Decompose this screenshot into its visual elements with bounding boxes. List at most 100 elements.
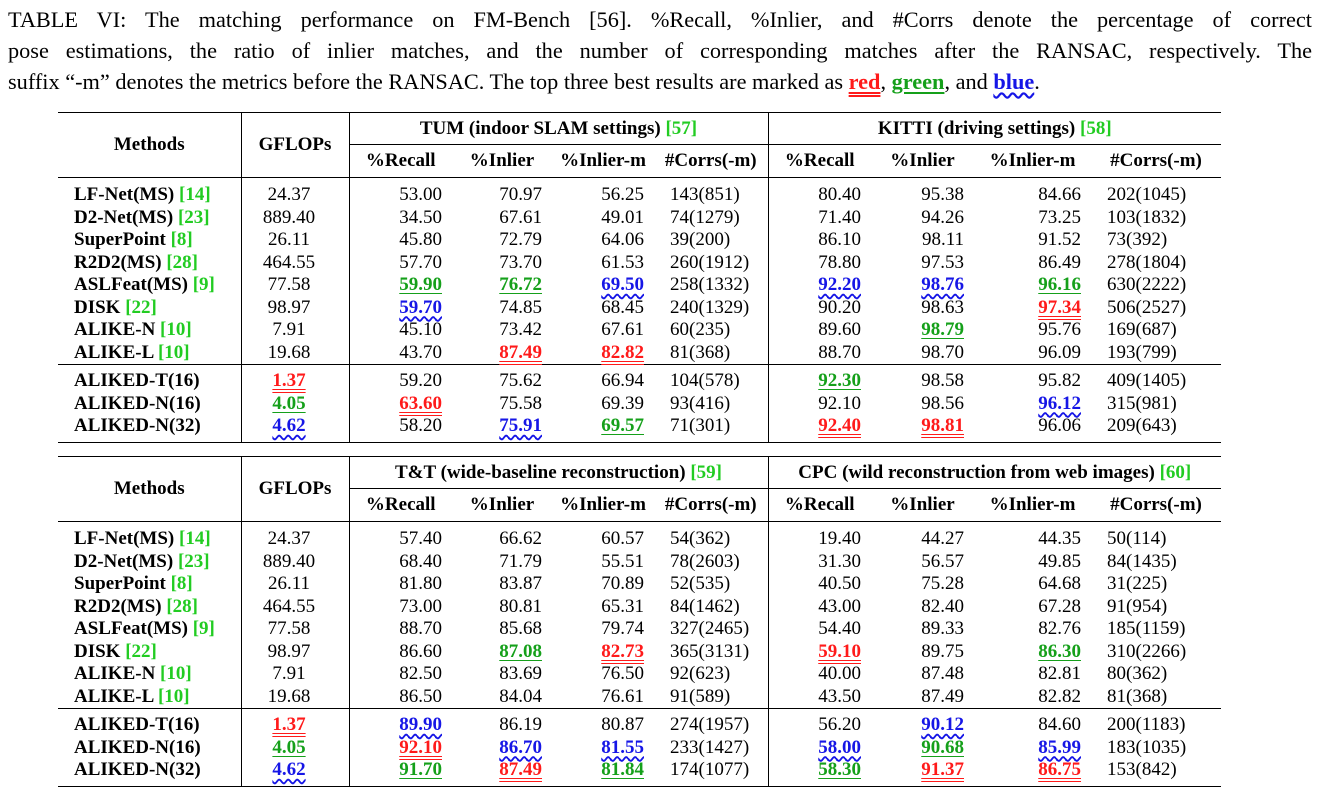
- metric-value: 92.20: [818, 274, 861, 296]
- metric-cell: 84.60: [974, 708, 1091, 737]
- gflops-value: 77.58: [267, 274, 311, 296]
- metric-cell: 44.27: [871, 522, 974, 551]
- table-row: ALIKE-L [10] 19.68 43.70 87.49 82.82 81(368) 8…: [58, 341, 1221, 365]
- metric-value: 95.82: [1038, 370, 1081, 392]
- table-row: SuperPoint [8] 26.11 45.80 72.79 64.06 39(200…: [58, 229, 1221, 252]
- metric-value: 67.61: [601, 319, 644, 341]
- metric-cell: 66.94: [552, 364, 654, 393]
- gflops-cell: 7.91: [240, 663, 349, 686]
- metric-value: 61.53: [601, 251, 644, 273]
- metric-value: 59.70: [399, 296, 442, 318]
- metric-cell: 98.63: [871, 297, 974, 320]
- method-cell: ALIKED-N(32): [58, 759, 241, 787]
- table-row: ALIKE-N [10] 7.91 45.10 73.42 67.61 60(235) 89…: [58, 319, 1221, 342]
- legend-blue-word: blue: [993, 69, 1035, 94]
- metric-value: 69.39: [601, 392, 644, 414]
- method-cell: ALIKE-L [10]: [58, 342, 241, 365]
- metric-header: #Corrs(-m): [1091, 144, 1221, 178]
- gflops-cell: 4.62: [240, 759, 349, 787]
- metric-value: 310(2266): [1107, 640, 1187, 662]
- metric-value: 85.99: [1038, 736, 1081, 758]
- gflops-cell: 19.68: [240, 341, 349, 365]
- metric-value: 88.70: [399, 618, 442, 640]
- metric-cell: 78(2603): [654, 551, 768, 574]
- metric-cell: 89.60: [767, 319, 871, 342]
- gflops-value: 1.37: [272, 370, 306, 392]
- metric-value: 68.45: [601, 296, 644, 318]
- metric-value: 92.10: [399, 736, 442, 758]
- metric-value: 64.68: [1038, 573, 1081, 595]
- method-cell: ASLFeat(MS) [9]: [58, 618, 241, 641]
- metric-cell: 98.81: [871, 415, 974, 443]
- metric-cell: 88.70: [348, 618, 452, 641]
- method-cell: SuperPoint [8]: [58, 229, 241, 252]
- metric-cell: 56.25: [552, 178, 654, 207]
- metric-value: 60.57: [601, 528, 644, 550]
- metric-cell: 87.49: [452, 342, 552, 365]
- metric-cell: 96.12: [974, 393, 1091, 416]
- metric-value: 103(1832): [1107, 206, 1187, 228]
- metric-value: 58.30: [818, 759, 861, 781]
- metric-cell: 79.74: [552, 618, 654, 641]
- gflops-cell: 464.55: [240, 595, 349, 618]
- gflops-cell: 4.05: [240, 736, 349, 759]
- metric-value: 71.40: [818, 206, 861, 228]
- method-cell: DISK [22]: [58, 297, 241, 320]
- metric-value: 193(799): [1107, 341, 1177, 363]
- gflops-cell: 24.37: [240, 177, 349, 207]
- metric-cell: 73(392): [1091, 229, 1221, 252]
- metric-cell: 174(1077): [654, 759, 768, 787]
- metric-cell: 89.90: [348, 708, 452, 737]
- metric-value: 98.63: [921, 296, 964, 318]
- method-citation: [28]: [166, 595, 199, 617]
- metric-cell: 54(362): [654, 522, 768, 551]
- metric-value: 74(1279): [670, 206, 740, 228]
- method-name: ALIKE-L: [74, 341, 158, 363]
- results-table-2: Methods GFLOPs T&T (wide-baseline reconstr…: [58, 456, 1221, 787]
- metric-value: 74.85: [499, 296, 542, 318]
- gflops-value: 98.97: [267, 640, 311, 662]
- metric-header: %Inlier: [452, 488, 552, 522]
- metric-value: 87.49: [499, 759, 542, 781]
- metric-value: 70.89: [601, 573, 644, 595]
- dataset-title-right: KITTI (driving settings): [877, 117, 1080, 139]
- dataset-citation-right: [58]: [1080, 117, 1112, 139]
- metric-header: #Corrs(-m): [654, 144, 768, 178]
- methods-header: Methods: [58, 456, 241, 522]
- gflops-value: 26.11: [267, 229, 311, 251]
- metric-cell: 59.20: [348, 364, 452, 393]
- method-name: DISK: [74, 296, 126, 318]
- method-cell: ALIKE-L [10]: [58, 686, 241, 709]
- method-cell: LF-Net(MS) [14]: [58, 178, 241, 207]
- metric-value: 84(1435): [1107, 550, 1177, 572]
- metric-value: 89.75: [921, 640, 964, 662]
- metric-value: 40.50: [818, 573, 861, 595]
- metric-cell: 98.56: [871, 393, 974, 416]
- metric-header: %Inlier: [871, 144, 974, 178]
- table-row: R2D2(MS) [28] 464.55 73.00 80.81 65.31 84(146…: [58, 595, 1221, 619]
- metric-value: 87.48: [921, 663, 964, 685]
- metric-value: 91.70: [399, 759, 442, 781]
- metric-cell: 84(1462): [654, 596, 768, 619]
- metric-cell: 82.50: [348, 663, 452, 686]
- caption-line-1: TABLE VI: The matching performance on FM…: [8, 7, 1312, 32]
- metric-value: 80.87: [601, 714, 644, 736]
- metric-cell: 76.72: [452, 274, 552, 297]
- metric-cell: 92.10: [767, 392, 871, 415]
- metric-cell: 80.81: [452, 596, 552, 619]
- method-citation: [28]: [166, 251, 199, 273]
- metric-cell: 82.82: [974, 686, 1091, 709]
- method-citation: [23]: [177, 550, 210, 572]
- metric-value: 69.50: [601, 274, 644, 296]
- method-name: ALIKED-N(32): [74, 759, 201, 781]
- metric-value: 315(981): [1107, 392, 1177, 414]
- method-name: ALIKE-N: [74, 319, 161, 341]
- caption-line-3-text: suffix “-m” denotes the metrics before t…: [8, 69, 849, 94]
- gflops-value: 24.37: [267, 184, 311, 206]
- gflops-value: 26.11: [267, 573, 311, 595]
- metric-cell: 60.57: [552, 522, 654, 551]
- metric-cell: 81(368): [654, 342, 768, 365]
- metric-cell: 90.20: [767, 296, 871, 319]
- metric-cell: 43.70: [348, 341, 452, 365]
- metric-cell: 86.10: [767, 229, 871, 252]
